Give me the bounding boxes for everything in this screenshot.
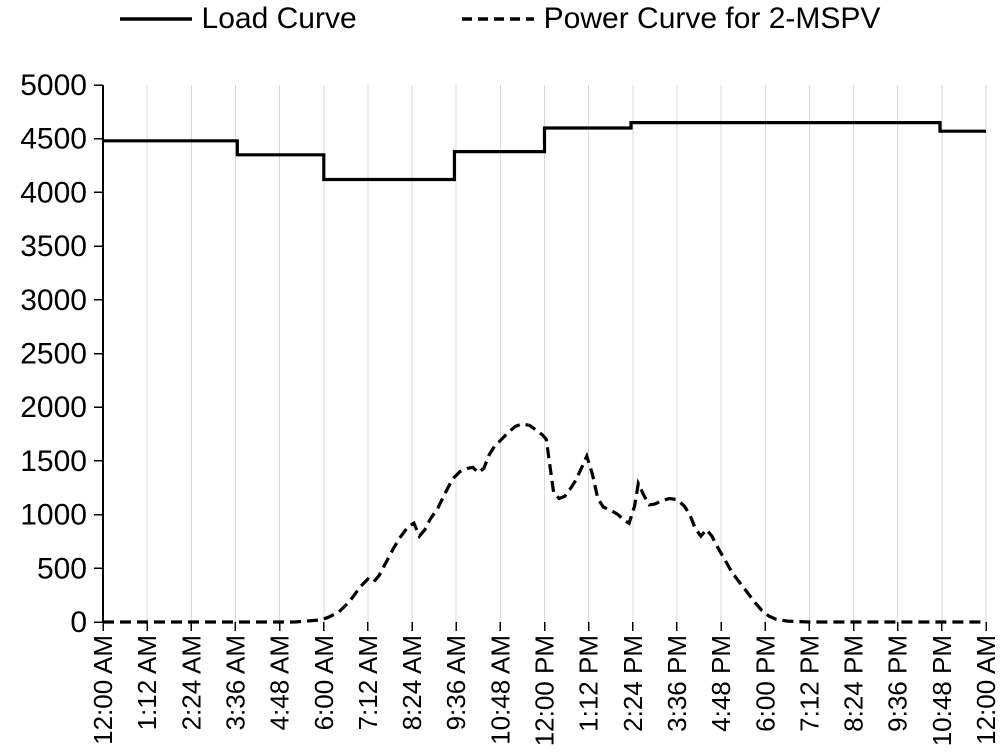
x-tick-label: 6:00 PM [750, 635, 780, 732]
x-tick-label: 9:36 AM [441, 635, 471, 730]
load-curve-line [103, 120, 986, 182]
y-tick-label: 4000 [20, 176, 87, 209]
x-tick-label: 10:48 AM [485, 635, 515, 745]
legend-label-load-curve: Load Curve [201, 2, 357, 35]
dashed-line-icon [461, 17, 534, 21]
gridlines [102, 85, 987, 622]
y-tick-label: 1000 [20, 499, 87, 532]
x-tick-label: 2:24 PM [618, 635, 648, 732]
legend: Load Curve Power Curve for 2-MSPV [0, 2, 1000, 36]
x-tick-label: 4:48 AM [265, 635, 295, 730]
x-tick-label: 9:36 PM [883, 635, 913, 732]
x-tick-label: 7:12 AM [353, 635, 383, 730]
y-tick-label: 500 [37, 552, 87, 585]
legend-item-power-curve: Power Curve for 2-MSPV [461, 2, 881, 36]
x-tick-label: 4:48 PM [706, 635, 736, 732]
x-tick-label: 8:24 AM [397, 635, 427, 730]
solid-line-icon [119, 17, 192, 21]
x-tick-label: 7:12 PM [794, 635, 824, 732]
x-tick-label: 1:12 AM [132, 635, 162, 730]
y-axis-ticks: 0 500 1000 1500 2000 2500 3000 3500 4000 4500 5000 [20, 69, 103, 639]
x-tick-label: 3:36 PM [662, 635, 692, 732]
x-tick-label: 1:12 PM [574, 635, 604, 732]
y-tick-label: 5000 [20, 69, 87, 102]
legend-item-load-curve: Load Curve [119, 2, 357, 36]
x-tick-label: 10:48 PM [927, 635, 957, 746]
power-curve-line [103, 422, 986, 624]
y-tick-label: 0 [70, 606, 87, 639]
x-tick-label: 12:00 AM [88, 635, 118, 745]
x-tick-label: 6:00 AM [309, 635, 339, 730]
x-tick-label: 3:36 AM [220, 635, 250, 730]
x-axis-ticks: 12:00 AM 1:12 AM 2:24 AM 3:36 AM 4:48 AM 6:00… [88, 622, 1000, 746]
y-tick-label: 4500 [20, 123, 87, 156]
legend-label-power-curve: Power Curve for 2-MSPV [543, 2, 881, 35]
y-tick-label: 1500 [20, 445, 87, 478]
series-lines [103, 120, 986, 624]
x-tick-label: 2:24 AM [176, 635, 206, 730]
y-tick-label: 2500 [20, 338, 87, 371]
y-tick-label: 3000 [20, 284, 87, 317]
x-tick-label: 12:00 AM [971, 635, 1000, 745]
x-tick-label: 12:00 PM [530, 635, 560, 746]
x-tick-label: 8:24 PM [839, 635, 869, 732]
y-tick-label: 3500 [20, 230, 87, 263]
y-tick-label: 2000 [20, 391, 87, 424]
